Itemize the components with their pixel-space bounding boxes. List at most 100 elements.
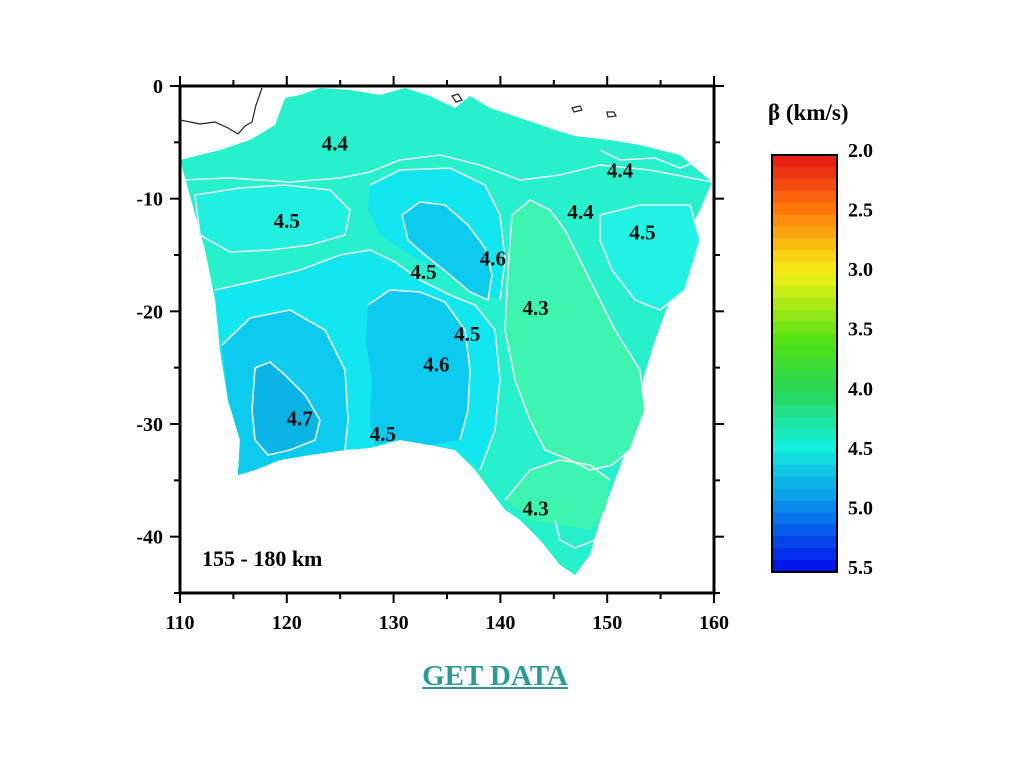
colorbar-band bbox=[772, 357, 837, 370]
island-outline bbox=[606, 111, 617, 118]
contour-line bbox=[194, 184, 351, 253]
colorbar-band bbox=[772, 286, 837, 299]
contour-label: 4.3 bbox=[523, 296, 549, 320]
contour-lines bbox=[180, 149, 713, 549]
contour-line bbox=[180, 154, 713, 183]
colorbar-band bbox=[772, 476, 837, 490]
y-axis-labels: 0 -10 -20 -30 -40 bbox=[136, 76, 163, 549]
x-tick-label: 110 bbox=[166, 612, 195, 634]
y-tick-label: -10 bbox=[136, 189, 163, 211]
contour-line bbox=[504, 459, 611, 501]
x-tick-label: 130 bbox=[379, 612, 409, 634]
coastline-northwest bbox=[180, 87, 263, 135]
contour-line bbox=[504, 199, 646, 471]
colorbar-band bbox=[772, 190, 837, 204]
colorbar-band bbox=[772, 560, 837, 573]
island-outline bbox=[571, 105, 583, 113]
colorbar-band bbox=[772, 238, 837, 251]
x-axis-labels: 110 120 130 140 150 160 bbox=[166, 612, 729, 634]
colorbar-band bbox=[772, 405, 837, 418]
contour-label: 4.4 bbox=[607, 159, 634, 183]
contour-label: 4.7 bbox=[286, 406, 312, 430]
colorbar-tick-label: 4.5 bbox=[848, 438, 873, 460]
colorbar-band bbox=[772, 226, 837, 239]
colorbar-band bbox=[772, 429, 837, 442]
colorbar-band bbox=[772, 202, 837, 216]
x-tick-label: 120 bbox=[272, 612, 302, 634]
colorbar-tick-label: 2.5 bbox=[848, 200, 873, 222]
region-slow-south bbox=[505, 460, 610, 530]
contour-line bbox=[214, 249, 501, 471]
colorbar-band bbox=[772, 524, 837, 537]
y-tick-label: 0 bbox=[153, 76, 163, 98]
colorbar-band bbox=[772, 333, 837, 347]
colorbar-band bbox=[772, 309, 837, 323]
colorbar-band bbox=[772, 381, 837, 394]
colorbar-band bbox=[772, 548, 837, 561]
colorbar-band bbox=[772, 417, 837, 430]
contour-line bbox=[221, 309, 349, 451]
x-tick-label: 150 bbox=[592, 612, 622, 634]
coastlines bbox=[180, 87, 617, 135]
map-data-area bbox=[180, 87, 713, 575]
axis-ticks bbox=[170, 76, 724, 603]
contour-label: 4.6 bbox=[480, 246, 506, 270]
contour-line bbox=[401, 201, 493, 302]
colorbar-band bbox=[772, 512, 837, 525]
colorbar-band bbox=[772, 488, 837, 502]
colorbar-band bbox=[772, 452, 837, 466]
contour-label: 4.5 bbox=[274, 209, 300, 233]
region-4.6-north bbox=[402, 202, 492, 300]
contour-label: 4.4 bbox=[322, 131, 349, 155]
contour-line bbox=[599, 204, 701, 311]
region-4.5-northeast bbox=[600, 205, 700, 310]
colorbar-band bbox=[772, 393, 837, 406]
colorbar-band bbox=[772, 440, 837, 454]
colorbar-tick-label: 5.5 bbox=[848, 557, 873, 579]
colorbar-tick-labels: 2.0 2.5 3.0 3.5 4.0 4.5 5.0 5.5 bbox=[848, 140, 873, 579]
region-4.7-southwest bbox=[252, 362, 320, 455]
colorbar-band bbox=[772, 155, 837, 168]
contour-label: 4.3 bbox=[523, 497, 549, 521]
region-slow-east bbox=[505, 200, 645, 470]
contour-line bbox=[367, 289, 471, 441]
get-data-link[interactable]: GET DATA bbox=[422, 660, 568, 692]
colorbar-band bbox=[772, 274, 837, 287]
colorbar-band bbox=[772, 178, 837, 192]
contour-label: 4.5 bbox=[454, 322, 480, 346]
colorbar-tick-label: 4.0 bbox=[848, 378, 873, 400]
x-tick-label: 160 bbox=[699, 612, 729, 634]
island-outline bbox=[451, 93, 463, 103]
contour-label: 4.5 bbox=[370, 422, 396, 446]
y-tick-label: -40 bbox=[136, 527, 163, 549]
colorbar-scale bbox=[772, 155, 837, 573]
colorbar-tick-label: 5.0 bbox=[848, 497, 873, 519]
depth-range-label: 155 - 180 km bbox=[202, 546, 322, 571]
contour-label: 4.4 bbox=[567, 200, 594, 224]
colorbar-band bbox=[772, 464, 837, 478]
contour-labels: 4.44.54.54.64.44.44.54.34.54.64.74.54.3 bbox=[274, 131, 656, 520]
region-4.5-northwest bbox=[195, 185, 350, 252]
contour-label: 4.6 bbox=[423, 352, 449, 376]
contour-line bbox=[599, 149, 701, 169]
colorbar-band bbox=[772, 500, 837, 513]
colorbar-band bbox=[772, 166, 837, 180]
colorbar-tick-label: 3.5 bbox=[848, 319, 873, 341]
colorbar-band bbox=[772, 321, 837, 335]
contour-line bbox=[369, 167, 506, 301]
colorbar-band bbox=[772, 214, 837, 227]
contour-label: 4.5 bbox=[629, 220, 655, 244]
x-tick-label: 140 bbox=[485, 612, 515, 634]
colorbar-band bbox=[772, 369, 837, 382]
colorbar-title: β (km/s) bbox=[768, 100, 848, 125]
colorbar-band bbox=[772, 250, 837, 263]
colorbar-band bbox=[772, 297, 837, 311]
contour-line bbox=[251, 361, 321, 456]
y-tick-label: -30 bbox=[136, 414, 163, 436]
colorbar-band bbox=[772, 536, 837, 549]
colorbar-band bbox=[772, 262, 837, 275]
colorbar-tick-label: 3.0 bbox=[848, 259, 873, 281]
colorbar-band bbox=[772, 345, 837, 359]
colorbar-tick-label: 2.0 bbox=[848, 140, 873, 162]
